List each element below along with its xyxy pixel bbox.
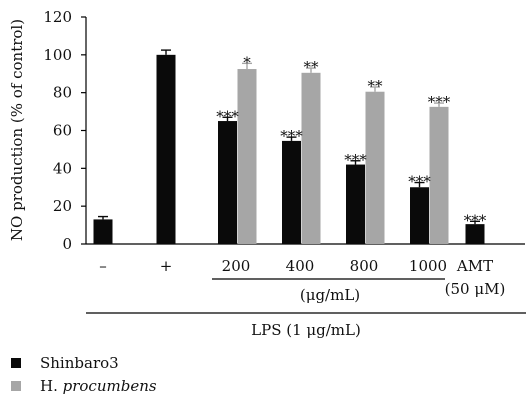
bar-h-procumbens <box>429 106 449 245</box>
x-tick-label: AMT <box>456 257 493 275</box>
x-tick-label: 800 <box>350 257 379 275</box>
x-tick-label: 1000 <box>409 257 447 275</box>
legend: Shinbaro3 H. procumbens <box>11 354 157 395</box>
x-tick-label: – <box>99 257 107 275</box>
bar-shinbaro3 <box>93 219 113 244</box>
legend-swatch-shinbaro3 <box>11 358 21 368</box>
bar-shinbaro3 <box>156 54 176 245</box>
bar-h-procumbens <box>301 72 321 244</box>
x-tick-label: 400 <box>286 257 315 275</box>
unit-label: (μg/mL) <box>300 286 360 304</box>
y-tick-label: 100 <box>43 46 72 64</box>
legend-label-shinbaro3: Shinbaro3 <box>40 354 119 372</box>
bar-shinbaro3 <box>346 164 365 244</box>
y-tick-label: 120 <box>43 8 72 26</box>
y-tick-label: 60 <box>53 122 72 140</box>
significance-label: *** <box>428 93 451 111</box>
significance-label: *** <box>464 211 487 229</box>
y-tick-label: 0 <box>62 235 72 253</box>
y-axis-label: NO production (% of control) <box>8 19 26 241</box>
x-tick-label: 200 <box>222 257 251 275</box>
error-bar-group <box>98 49 480 225</box>
bar-shinbaro3 <box>410 187 429 244</box>
lps-label: LPS (1 μg/mL) <box>251 321 361 339</box>
significance-label: * <box>243 53 251 71</box>
significance-label: ** <box>368 77 384 95</box>
bar-group <box>93 54 485 245</box>
bar-shinbaro3 <box>218 121 237 244</box>
significance-label: *** <box>280 127 303 145</box>
legend-label-h-procumbens-prefix: H. <box>40 377 63 395</box>
bar-shinbaro3 <box>465 224 485 244</box>
significance-label: *** <box>408 173 431 191</box>
x-tick-label: + <box>160 257 173 275</box>
significance-label: *** <box>344 151 367 169</box>
y-tick-label: 40 <box>53 159 72 177</box>
x-tick-label-line2: (50 μM) <box>445 280 506 298</box>
bar-h-procumbens <box>365 91 385 245</box>
bar-shinbaro3 <box>282 140 301 244</box>
x-tick-label-group: – +200 400 800 1000 AMT (50 μM) <box>99 257 505 298</box>
bar-h-procumbens <box>237 69 257 244</box>
significance-label: *** <box>216 107 239 125</box>
y-tick-label: 80 <box>53 84 72 102</box>
y-axis: 0 20 40 60 80 100 120 <box>43 8 87 253</box>
legend-swatch-h-procumbens <box>11 381 21 391</box>
significance-label: ** <box>304 58 320 76</box>
significance-group: *********************** <box>216 53 487 229</box>
legend-label-h-procumbens: H. procumbens <box>40 377 157 395</box>
y-tick-label: 20 <box>53 197 72 215</box>
legend-label-h-procumbens-italic: procumbens <box>63 377 157 395</box>
